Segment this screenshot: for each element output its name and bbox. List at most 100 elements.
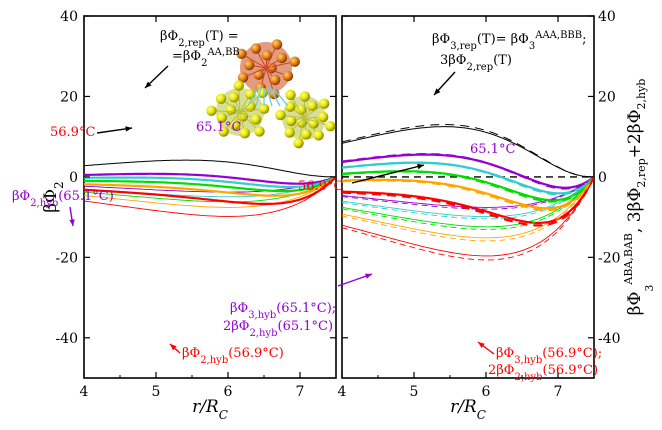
bead — [293, 137, 304, 149]
arrow-rep-left-head — [145, 81, 152, 88]
series-curve-2 — [84, 175, 336, 189]
x-tick-label: 5 — [152, 384, 161, 400]
annotation-rep-right: βΦ3,rep(T)= βΦ3AAA,BBB; — [432, 30, 587, 52]
link-bond — [247, 87, 259, 107]
molecule-inset — [206, 39, 336, 149]
bead — [244, 59, 255, 71]
series-curve-8 — [342, 161, 594, 196]
annotation-65-left: 65.1°C — [196, 120, 241, 135]
x-tick-label: 4 — [338, 384, 347, 400]
bead — [230, 120, 241, 131]
hyb-line-7 — [342, 176, 594, 210]
annotation-hyb569-right-2: 2βΦ2,hyb(56.9°C) — [488, 363, 598, 383]
series-curve-9 — [342, 170, 594, 203]
annotation-hyb569-left: βΦ2,hyb(56.9°C) — [182, 346, 284, 366]
link-bond — [255, 87, 262, 107]
bead — [325, 120, 336, 132]
y-tick-label: 0 — [598, 170, 607, 186]
bead — [276, 52, 288, 64]
bead — [215, 93, 227, 104]
arrow-hyb651-right-head — [365, 273, 372, 279]
series-curve-5 — [84, 176, 336, 205]
y-tick-label: -20 — [598, 250, 621, 266]
bead — [261, 50, 273, 61]
arrow-56-right — [351, 164, 425, 184]
annotation-rep-left-2: =βΦ2AA,BB — [172, 47, 240, 69]
bead — [286, 115, 297, 127]
arrow-rep-right-head — [434, 88, 441, 95]
y-tick-label: 40 — [60, 9, 78, 25]
annotation-hyb651-left: βΦ2,hyb(65.1°C) — [12, 189, 114, 209]
bead — [250, 114, 262, 125]
bead — [250, 43, 262, 54]
bead — [289, 56, 300, 67]
link-bond — [266, 87, 273, 107]
series-curve-10 — [342, 176, 594, 212]
bead — [318, 98, 330, 109]
bead — [237, 72, 249, 83]
x-tick-label: 5 — [410, 384, 419, 400]
bead — [282, 70, 294, 82]
bead — [228, 92, 240, 103]
bead — [275, 109, 286, 121]
hyb-line-9 — [342, 176, 594, 230]
y-tick-label: 20 — [598, 89, 616, 105]
bead — [299, 91, 311, 102]
y-tick-label: 20 — [60, 89, 78, 105]
annotation-rep-left: βΦ2,rep(T) = — [160, 29, 239, 49]
arrow-56-right-head — [417, 163, 424, 170]
hyb-line-4 — [342, 176, 594, 228]
arrow-hyb569-left-head — [170, 344, 177, 351]
bead — [313, 130, 324, 141]
series-curve-3 — [84, 175, 336, 193]
hyb-line-3 — [342, 176, 594, 218]
y-tick-label: -20 — [55, 250, 78, 266]
hyb-line-5 — [84, 176, 336, 217]
bead — [239, 128, 250, 139]
hyb-line-8 — [342, 176, 594, 220]
bead — [216, 112, 227, 124]
bead — [271, 39, 283, 50]
hyb-line-6 — [342, 176, 594, 257]
x-tick-label: 4 — [80, 384, 89, 400]
series-curve-7 — [342, 153, 594, 190]
link-bond — [272, 87, 289, 107]
bead — [258, 103, 270, 114]
hyb-line-11 — [342, 176, 594, 261]
link-bond — [269, 87, 281, 107]
bead — [307, 100, 318, 111]
x-axis-label: r/RC — [192, 397, 228, 422]
annotations: βΦ2,rep(T) ==βΦ2AA,BB 65.1°C 56.9°C βΦ2,hyb… — [12, 29, 602, 383]
plot-frame — [83, 15, 337, 379]
y-axis-label-right: βΦ3ABA,BAB, 3βΦ2,rep+2βΦ2,hyb — [622, 79, 656, 316]
arrow-hyb569-right-head — [478, 342, 485, 349]
bead — [285, 89, 296, 101]
series-curve-1 — [342, 124, 594, 178]
y-tick-label: 40 — [598, 9, 616, 25]
x-tick-label: 7 — [554, 384, 563, 400]
bead — [285, 101, 296, 112]
series-curve-1 — [84, 172, 336, 185]
annotation-56-left: 56.9°C — [50, 125, 95, 140]
x-tick-label: 7 — [296, 384, 305, 400]
arrow-hyb651-left-head — [69, 219, 75, 226]
x-axis-label: r/RC — [450, 397, 486, 422]
bead — [301, 129, 312, 140]
series-curve-0 — [342, 126, 594, 178]
annotation-hyb569-right: βΦ3,hyb(56.9°C); — [496, 346, 602, 366]
annotation-hyb651-right: βΦ3,hyb(65.1°C); — [230, 301, 336, 321]
bead — [254, 126, 265, 137]
bead — [317, 111, 329, 123]
x-tick-label: 6 — [482, 384, 491, 400]
y-tick-label: -40 — [598, 331, 621, 347]
annotation-rep-right-2: 3βΦ2,rep(T) — [440, 53, 512, 73]
hyb-line-4 — [84, 176, 336, 208]
bead — [284, 127, 295, 138]
y-tick-label: 0 — [69, 170, 78, 186]
annotation-56-right: 56.9°C — [298, 179, 343, 194]
bead — [236, 48, 247, 59]
bead — [233, 80, 244, 91]
bead — [206, 105, 217, 117]
